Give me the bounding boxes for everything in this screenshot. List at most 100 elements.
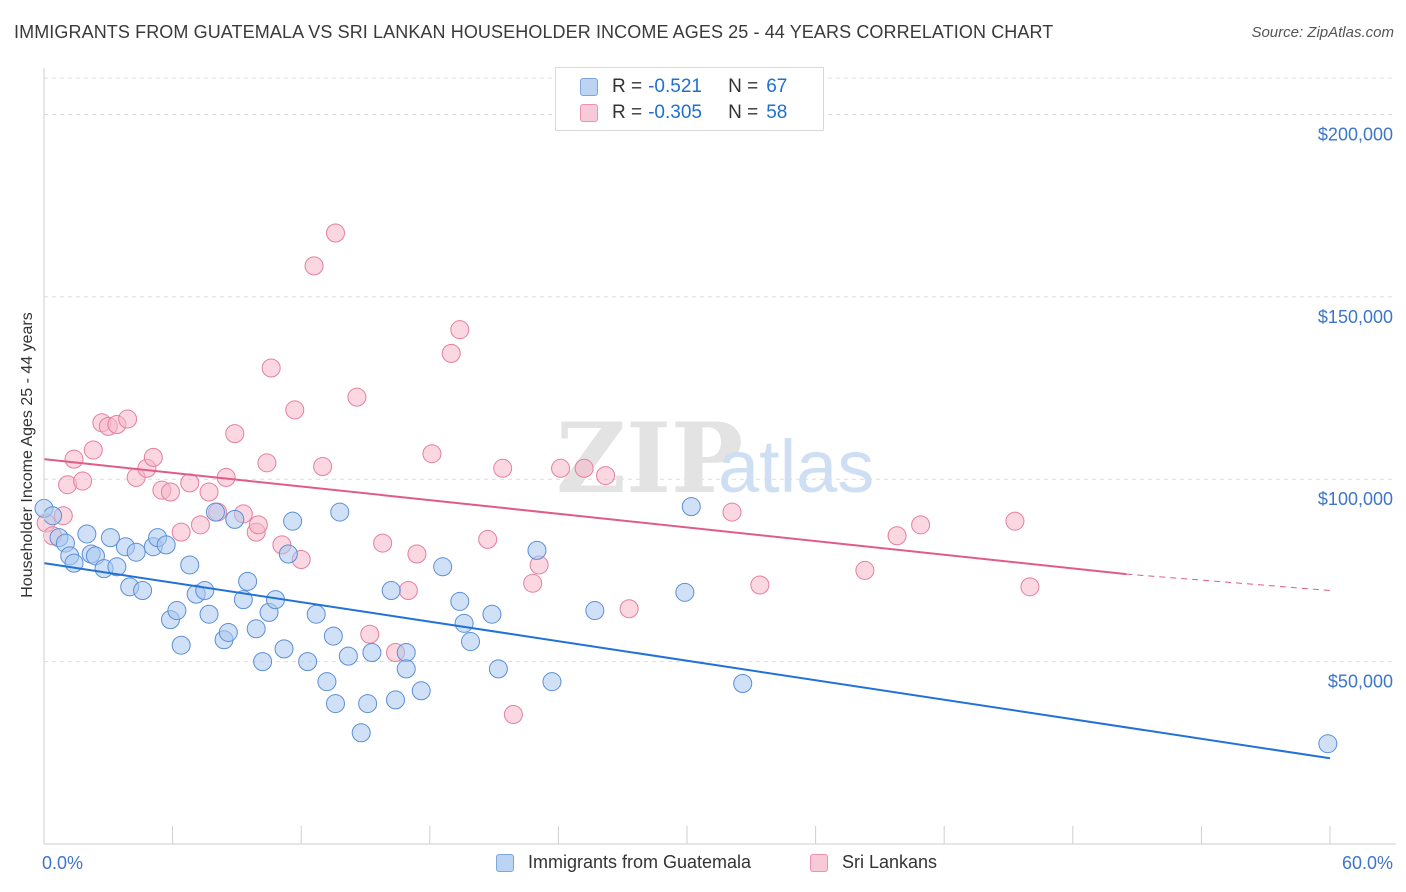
sri-lankans-point [360, 624, 380, 644]
sri-lankans-point [261, 358, 281, 378]
guatemala-point [411, 681, 431, 701]
y-tick-label: $50,000 [1328, 672, 1393, 692]
guatemala-point [43, 506, 63, 526]
correlation-legend: R = -0.521 N = 67 R = -0.305 N = 58 [555, 67, 824, 131]
r-label: R = [612, 102, 643, 123]
guatemala-point [450, 591, 470, 611]
guatemala-point [126, 542, 146, 562]
guatemala-point [527, 540, 547, 560]
sri-lankans-point [190, 515, 210, 535]
guatemala-point [681, 497, 701, 517]
guatemala-point [323, 626, 343, 646]
sri-lankans-trend-line [43, 458, 1127, 576]
legend-label: Immigrants from Guatemala [528, 852, 752, 872]
guatemala-point [218, 622, 238, 642]
sri-lankans-point [83, 440, 103, 460]
sri-lankans-point [722, 502, 742, 522]
sri-lankans-point [1020, 577, 1040, 597]
n-label: N = [728, 76, 759, 97]
guatemala-point [733, 674, 753, 694]
n-value: 67 [766, 76, 788, 97]
guatemala-point [180, 555, 200, 575]
guatemala-point [238, 571, 258, 591]
legend-label: Sri Lankans [842, 852, 938, 872]
guatemala-point [205, 502, 225, 522]
sri-lankans-point [855, 560, 875, 580]
guatemala-point [396, 659, 416, 679]
sri-lankans-point [257, 453, 277, 473]
x-tick-label: 0.0% [42, 853, 83, 873]
y-tick-label: $100,000 [1318, 489, 1393, 509]
guatemala-point [171, 635, 191, 655]
sri-lankans-point [285, 400, 305, 420]
guatemala-point [283, 511, 303, 531]
sri-lankans-point [143, 447, 163, 467]
guatemala-trend-line [43, 562, 1331, 760]
guatemala-point [381, 580, 401, 600]
guatemala-point [133, 580, 153, 600]
guatemala-point [100, 528, 120, 548]
sri-lankans-point [199, 482, 219, 502]
sri-lankans-point [118, 409, 138, 429]
chart-title: IMMIGRANTS FROM GUATEMALA VS SRI LANKAN … [14, 22, 1054, 42]
guatemala-point [542, 672, 562, 692]
sri-lankans-point [450, 320, 470, 340]
guatemala-point [195, 580, 215, 600]
guatemala-point [317, 672, 337, 692]
guatemala-point [156, 535, 176, 555]
n-label: N = [728, 102, 759, 123]
sri-lankans-point [347, 387, 367, 407]
sri-lankans-point [313, 456, 333, 476]
sri-lankans-point [911, 515, 931, 535]
sri-lankans-point [574, 458, 594, 478]
sri-lankans-point [551, 458, 571, 478]
sri-lankans-swatch [810, 853, 828, 872]
guatemala-point [675, 582, 695, 602]
guatemala-point [233, 590, 253, 610]
guatemala-point [338, 646, 358, 666]
sri-lankans-point [493, 458, 513, 478]
sri-lankans-point [887, 526, 907, 546]
sri-lankans-point [407, 544, 427, 564]
guatemala-point [253, 652, 273, 672]
guatemala-point [454, 613, 474, 633]
sri-lankans-point [225, 424, 245, 444]
guatemala-point [488, 659, 508, 679]
legend-row-sri-lankans: R = -0.305 N = 58 [580, 101, 787, 125]
legend-row-guatemala: R = -0.521 N = 67 [580, 75, 787, 99]
guatemala-points [34, 497, 1338, 754]
axis-layer: $50,000 $100,000 $150,000 $200,000 0.0% 60.0% [42, 68, 1396, 873]
sri-lankans-point [171, 522, 191, 542]
guatemala-point [362, 643, 382, 662]
guatemala-point [358, 694, 378, 714]
sri-lankans-point [503, 705, 523, 725]
sri-lankans-point [1005, 511, 1025, 531]
guatemala-point [482, 604, 502, 624]
guatemala-point [1318, 734, 1338, 754]
trend-lines [43, 458, 1331, 760]
legend-item-sri-lankans: Sri Lankans [810, 852, 937, 873]
guatemala-point [396, 643, 416, 662]
sri-lankans-point [750, 575, 770, 595]
guatemala-point [306, 604, 326, 624]
watermark-zip: ZIP [556, 402, 743, 515]
sri-lankans-point [398, 580, 418, 600]
guatemala-point [298, 652, 318, 672]
guatemala-point [325, 694, 345, 714]
sri-lankans-point [373, 533, 393, 553]
sri-lankans-point [73, 471, 93, 491]
guatemala-point [278, 544, 298, 564]
r-value: -0.521 [648, 76, 702, 97]
guatemala-point [461, 632, 481, 652]
x-tick-label: 60.0% [1342, 853, 1393, 873]
guatemala-point [330, 502, 350, 522]
y-tick-label: $150,000 [1318, 307, 1393, 327]
watermark-atlas: atlas [718, 425, 874, 508]
guatemala-point [199, 604, 219, 624]
guatemala-swatch [496, 853, 514, 872]
guatemala-point [274, 639, 294, 659]
guatemala-point [77, 524, 97, 544]
sri-lankans-point [441, 343, 461, 363]
